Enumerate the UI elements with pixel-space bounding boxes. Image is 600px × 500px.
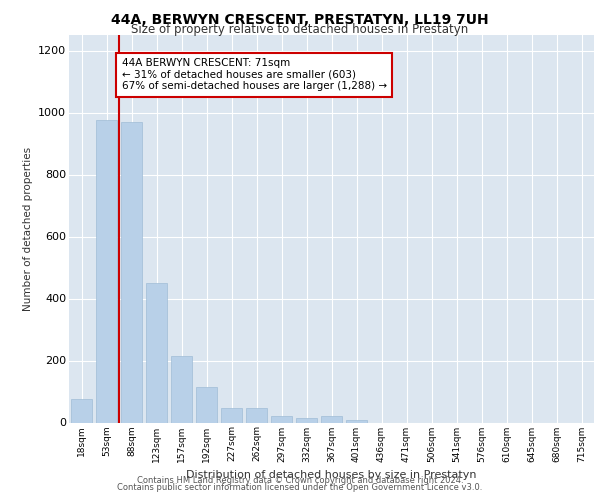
Text: Contains public sector information licensed under the Open Government Licence v3: Contains public sector information licen… [118,483,482,492]
Text: 44A, BERWYN CRESCENT, PRESTATYN, LL19 7UH: 44A, BERWYN CRESCENT, PRESTATYN, LL19 7U… [111,12,489,26]
Bar [196,387,217,422]
Bar [346,420,367,422]
Bar [121,122,142,422]
Text: Contains HM Land Registry data © Crown copyright and database right 2024.: Contains HM Land Registry data © Crown c… [137,476,463,485]
Bar [221,408,242,422]
Y-axis label: Number of detached properties: Number of detached properties [23,146,32,311]
Bar [146,283,167,422]
Bar [71,399,92,422]
Bar [246,408,267,422]
Bar [171,356,192,422]
Bar [271,416,292,422]
Bar [321,416,342,422]
Bar [296,418,317,422]
Text: Size of property relative to detached houses in Prestatyn: Size of property relative to detached ho… [131,22,469,36]
Text: 44A BERWYN CRESCENT: 71sqm
← 31% of detached houses are smaller (603)
67% of sem: 44A BERWYN CRESCENT: 71sqm ← 31% of deta… [121,58,386,92]
X-axis label: Distribution of detached houses by size in Prestatyn: Distribution of detached houses by size … [186,470,477,480]
Bar [96,120,117,422]
